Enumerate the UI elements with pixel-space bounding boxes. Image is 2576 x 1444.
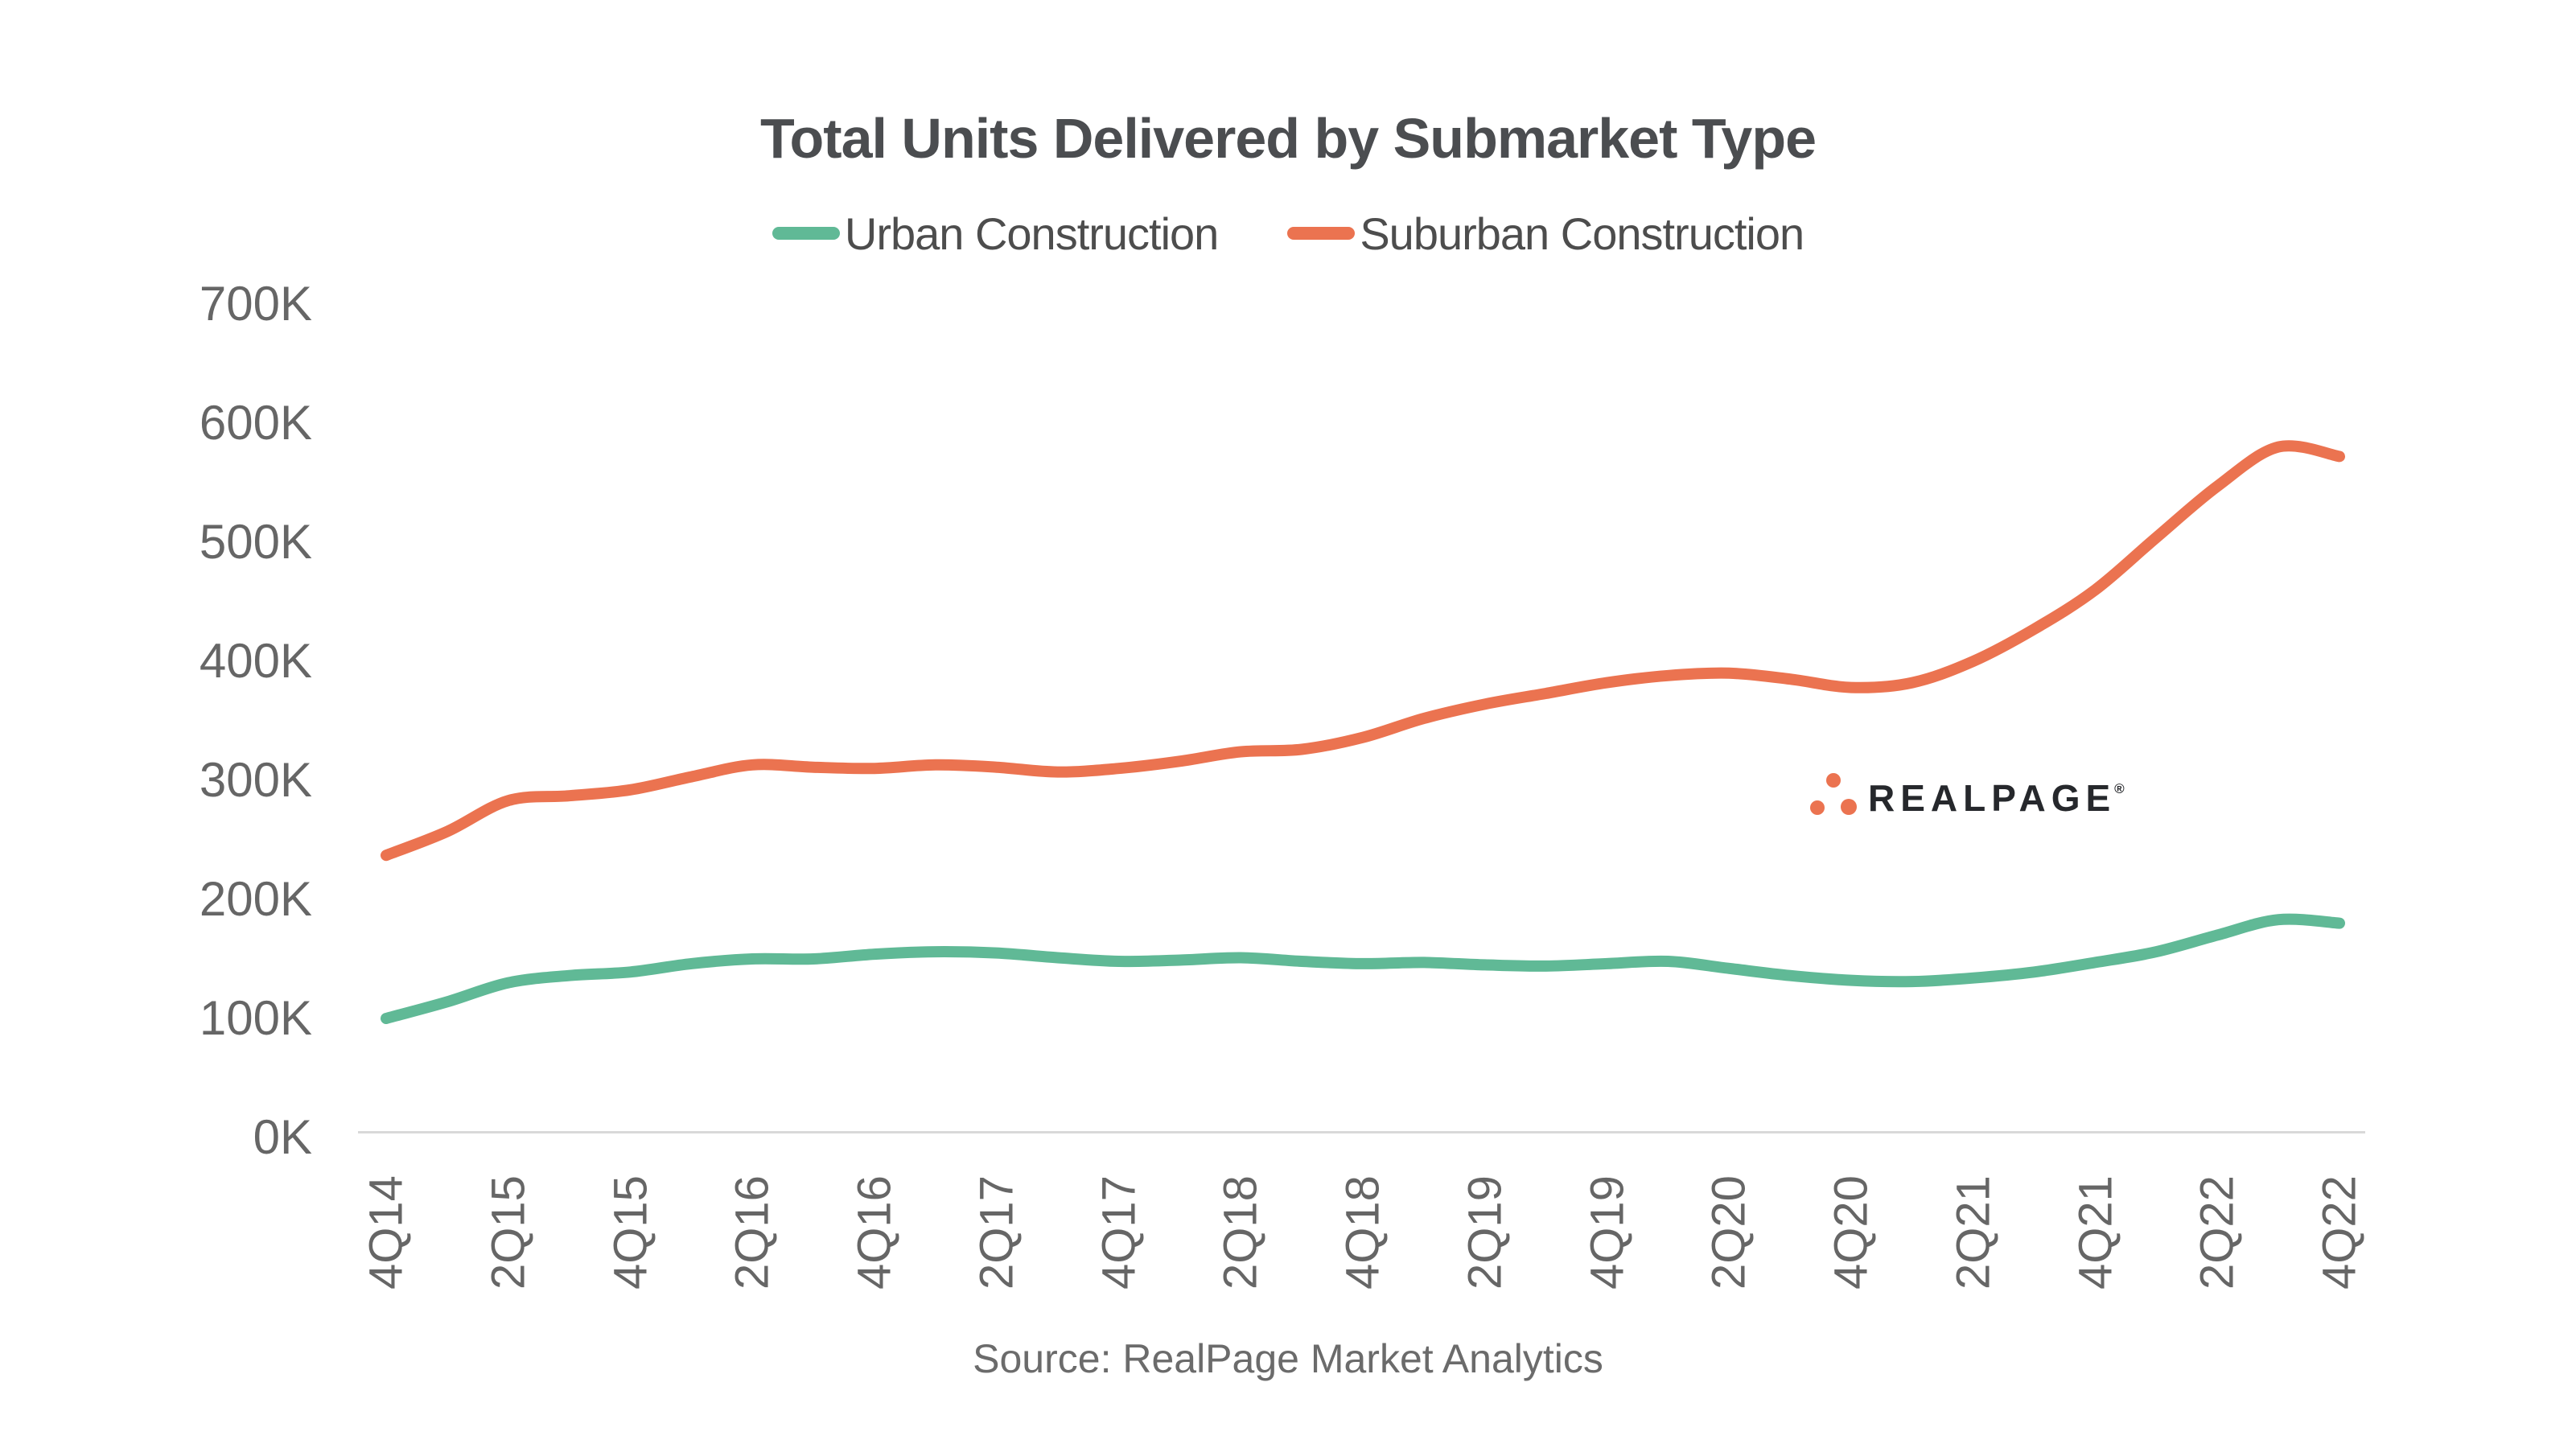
x-axis-baseline <box>358 1131 2365 1133</box>
x-axis-label: 4Q19 <box>1581 1175 1633 1290</box>
x-axis-label: 4Q14 <box>360 1175 413 1290</box>
x-axis-label: 4Q17 <box>1093 1175 1145 1290</box>
logo-text: REALPAGE® <box>1868 777 2125 819</box>
suburban-construction-line <box>381 440 2345 862</box>
legend-swatch-urban <box>772 227 840 240</box>
x-axis-label: 2Q15 <box>482 1175 535 1290</box>
x-axis-label: 4Q15 <box>604 1175 656 1290</box>
x-axis-label: 2Q22 <box>2191 1175 2244 1290</box>
logo-dot-right <box>1841 799 1857 815</box>
legend-swatch-suburban <box>1287 227 1356 240</box>
y-axis-label: 300K <box>199 753 312 807</box>
y-axis-label: 400K <box>199 634 312 688</box>
x-axis-label: 4Q18 <box>1336 1175 1389 1290</box>
page-title: Total Units Delivered by Submarket Type <box>759 107 1817 170</box>
x-axis-label: 2Q21 <box>1947 1175 2000 1290</box>
logo-dot-left <box>1810 800 1825 815</box>
x-axis-label: 2Q20 <box>1702 1175 1755 1290</box>
x-axis-label: 2Q16 <box>726 1175 779 1290</box>
registered-mark-icon: ® <box>2114 781 2125 796</box>
y-axis-label: 600K <box>199 396 312 450</box>
x-axis-label: 2Q17 <box>970 1175 1023 1290</box>
legend-label-urban: Urban Construction <box>844 208 1219 259</box>
legend-item-urban: Urban Construction <box>772 208 1219 260</box>
y-axis-label: 700K <box>199 277 312 331</box>
legend-item-suburban: Suburban Construction <box>1287 208 1804 260</box>
y-axis-label: 500K <box>199 515 312 569</box>
logo-dot-top <box>1826 773 1841 788</box>
x-axis-label: 2Q19 <box>1459 1175 1512 1290</box>
legend: Urban Construction Suburban Construction <box>0 200 2576 267</box>
x-axis-label: 4Q22 <box>2313 1175 2366 1290</box>
legend-label-suburban: Suburban Construction <box>1360 208 1804 259</box>
x-axis-label: 4Q21 <box>2069 1175 2121 1290</box>
y-axis-label: 0K <box>253 1110 312 1164</box>
urban-construction-line <box>381 913 2345 1024</box>
x-axis-label: 2Q18 <box>1214 1175 1267 1290</box>
source-note: Source: RealPage Market Analytics <box>973 1336 1603 1381</box>
y-axis-label: 200K <box>199 872 312 926</box>
y-axis-label: 100K <box>199 991 312 1045</box>
x-axis-label: 4Q16 <box>848 1175 901 1290</box>
x-axis-label: 4Q20 <box>1825 1175 1878 1290</box>
